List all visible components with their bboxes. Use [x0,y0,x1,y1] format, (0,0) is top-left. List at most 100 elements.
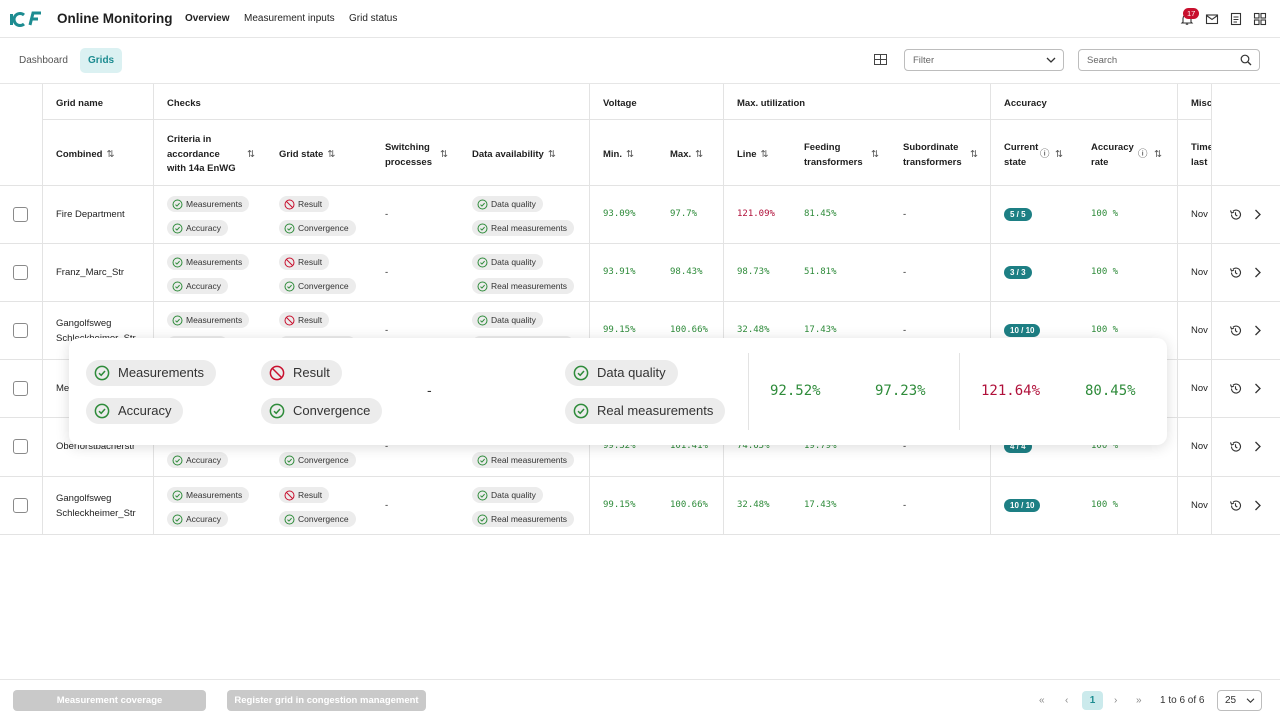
chevron-right-icon[interactable] [1251,499,1264,512]
chip-label: Real measurements [597,403,714,418]
col-max[interactable]: Max. ⇅ [670,148,703,163]
layout-toggle-icon[interactable] [874,53,887,66]
row-checkbox[interactable] [13,439,28,454]
sort-icon[interactable]: ⇅ [327,149,336,160]
row-checkbox[interactable] [13,323,28,338]
history-icon[interactable] [1229,208,1242,221]
check-circle-icon [172,199,183,209]
filter-select[interactable]: Filter [904,49,1064,71]
grid-name[interactable]: Franz_Marc_Str [56,265,124,280]
grid-name[interactable]: Gangolfsweg Schleckheimer_Str [56,491,136,521]
chip-real-measurements: Real measurements [472,452,575,468]
document-icon[interactable] [1229,12,1243,26]
col-grid-state[interactable]: Grid state ⇅ [279,148,335,163]
grid-name[interactable]: Oberforstbacherstr [56,439,135,454]
company-logo[interactable] [10,9,42,29]
sort-icon[interactable]: ⇅ [1055,149,1063,160]
sort-icon[interactable]: ⇅ [440,149,448,160]
page-size-select[interactable]: 25 [1217,690,1262,711]
col-current-state[interactable]: Current state [1004,141,1038,170]
measurement-coverage-button[interactable]: Measurement coverage [13,690,206,711]
chip-accuracy: Accuracy [167,511,228,527]
col-switching[interactable]: Switching processes [385,141,432,170]
col-line[interactable]: Line ⇅ [737,148,769,163]
col-data-availability[interactable]: Data availability ⇅ [472,148,556,163]
sort-icon[interactable]: ⇅ [695,149,704,160]
sort-icon[interactable]: ⇅ [106,149,115,160]
check-circle-icon [477,223,488,233]
history-icon[interactable] [1229,324,1242,337]
nav-overview[interactable]: Overview [185,13,230,24]
next-page-icon[interactable]: › [1114,695,1118,706]
chip-real-measurements: Real measurements [472,511,575,527]
col-feeding[interactable]: Feeding transformers [804,141,863,170]
mail-icon[interactable] [1205,12,1219,26]
check-circle-icon [94,365,110,381]
switching-value: - [385,267,389,278]
row-checkbox[interactable] [13,498,28,513]
history-icon[interactable] [1229,382,1242,395]
chip-result: Result [261,360,342,386]
check-circle-icon [172,281,183,291]
row-checkbox[interactable] [13,207,28,222]
history-icon[interactable] [1229,499,1242,512]
chip-label: Result [298,315,323,325]
grid-name[interactable]: Me [56,381,69,396]
chip-data-quality: Data quality [472,312,543,328]
grid-name-line: Schleckheimer_Str [56,508,136,519]
voltage-max: 100.66% [670,500,708,510]
info-icon[interactable]: ⓘ [1138,149,1148,160]
check-circle-icon [172,455,183,465]
tab-dashboard[interactable]: Dashboard [19,55,68,66]
history-icon[interactable] [1229,266,1242,279]
line-utilization: 32.48% [737,325,770,335]
check-circle-icon [94,403,110,419]
col-subordinate[interactable]: Subordinate transformers [903,141,962,170]
grid-name-line: Me [56,383,70,394]
current-state-badge: 10 / 10 [1004,499,1041,512]
check-circle-icon [172,490,183,500]
row-checkbox[interactable] [13,381,28,396]
sort-icon[interactable]: ⇅ [547,149,556,160]
col-accuracy-rate[interactable]: Accuracy rate [1091,141,1134,170]
chevron-right-icon[interactable] [1251,382,1264,395]
info-icon[interactable]: ⓘ [1040,149,1050,160]
actions-column-divider [1211,84,1212,534]
voltage-min: 93.91% [603,267,636,277]
chip-result: Result [279,312,330,328]
sort-icon[interactable]: ⇅ [760,149,769,160]
tab-grids[interactable]: Grids [80,48,123,73]
prev-page-icon[interactable]: ‹ [1065,695,1069,706]
sort-icon[interactable]: ⇅ [247,149,255,160]
history-icon[interactable] [1229,440,1242,453]
col-criteria[interactable]: Criteria in accordance with 14a EnWG [167,133,236,177]
nav-measurement-inputs[interactable]: Measurement inputs [244,13,335,24]
row-checkbox[interactable] [13,265,28,280]
grid-name[interactable]: Fire Department [56,207,125,222]
chevron-right-icon[interactable] [1251,440,1264,453]
chip-label: Convergence [298,455,349,465]
col-max-label: Max. [670,149,692,160]
chevron-right-icon[interactable] [1251,266,1264,279]
nav-grid-status[interactable]: Grid status [349,13,398,24]
apps-grid-icon[interactable] [1253,12,1267,26]
chevron-right-icon[interactable] [1251,208,1264,221]
page-number-current[interactable]: 1 [1082,691,1103,710]
search-input[interactable]: Search [1078,49,1260,71]
accuracy-rate: 100 % [1091,500,1119,510]
first-page-icon[interactable]: « [1039,695,1045,706]
sort-icon[interactable]: ⇅ [871,149,879,160]
sort-icon[interactable]: ⇅ [1154,149,1162,160]
chip-label: Real measurements [491,514,568,524]
chip-convergence: Convergence [279,511,356,527]
col-time[interactable]: Time last [1191,141,1211,170]
subordinate-value: - [903,500,907,511]
col-combined[interactable]: Combined ⇅ [56,148,114,163]
chevron-right-icon[interactable] [1251,324,1264,337]
register-grid-button[interactable]: Register grid in congestion management [227,690,426,711]
sort-icon[interactable]: ⇅ [970,149,978,160]
sort-icon[interactable]: ⇅ [626,149,634,160]
last-page-icon[interactable]: » [1136,695,1142,706]
popup-max: 97.23% [875,383,926,399]
col-min[interactable]: Min. ⇅ [603,148,634,163]
